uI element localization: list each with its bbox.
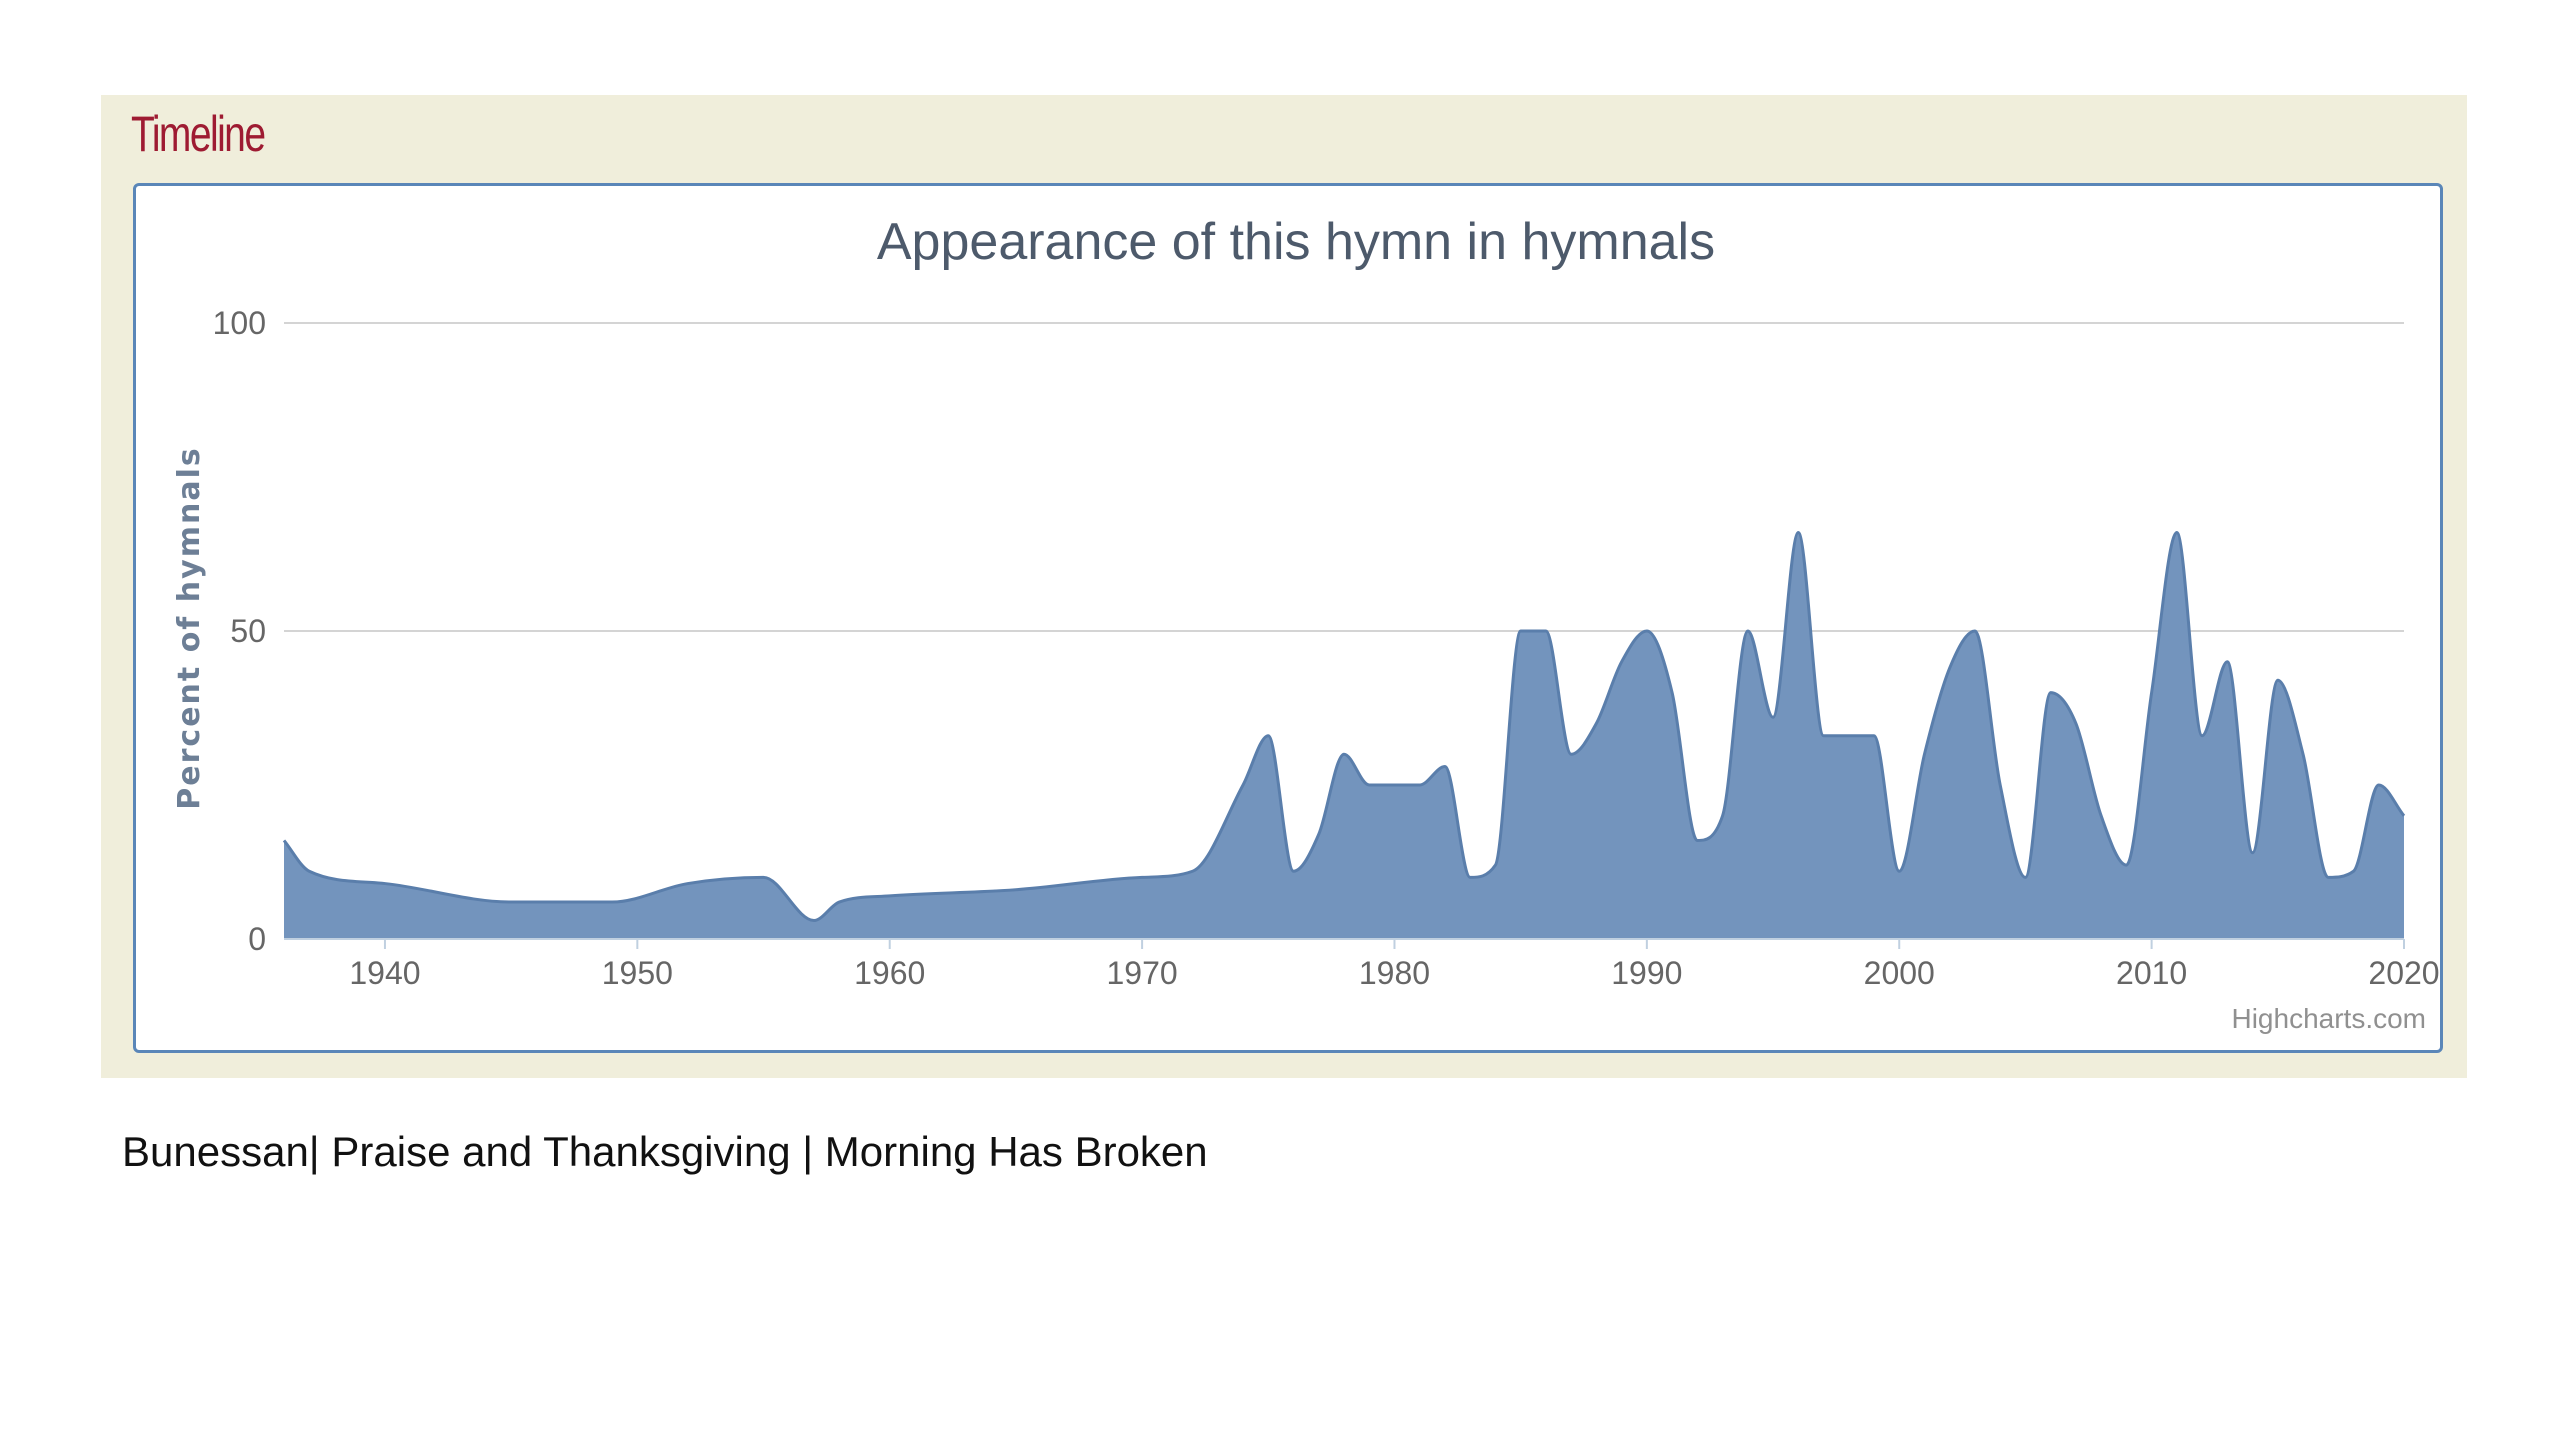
data-point[interactable]	[1489, 859, 1501, 871]
y-tick-label: 50	[230, 613, 266, 649]
data-point[interactable]	[2348, 865, 2360, 877]
timeline-panel: Timeline 0 50 100 1940 1950 1960 1970 1980 1990 2…	[101, 95, 2467, 1078]
data-point[interactable]	[1363, 779, 1375, 791]
data-point[interactable]	[2019, 871, 2031, 883]
data-point[interactable]	[1439, 761, 1451, 773]
data-point[interactable]	[606, 896, 618, 908]
data-point[interactable]	[1994, 779, 2006, 791]
data-point[interactable]	[2322, 871, 2334, 883]
y-tick-label: 0	[248, 921, 266, 957]
data-point[interactable]	[884, 890, 896, 902]
data-point[interactable]	[1792, 526, 1804, 538]
y-axis-title: Percent of hymnals	[172, 446, 207, 809]
x-tick-label: 1960	[854, 955, 925, 991]
data-point[interactable]	[2373, 779, 2385, 791]
data-point[interactable]	[2297, 748, 2309, 760]
data-point[interactable]	[682, 878, 694, 890]
data-point[interactable]	[1641, 625, 1653, 637]
data-point[interactable]	[1868, 730, 1880, 742]
data-point[interactable]	[1187, 865, 1199, 877]
series-area[interactable]	[284, 532, 2404, 939]
data-point[interactable]	[2247, 847, 2259, 859]
data-point[interactable]	[1515, 625, 1527, 637]
x-tick-label: 2000	[1864, 955, 1935, 991]
caption: Bunessan| Praise and Thanksgiving | Morn…	[122, 1128, 1208, 1175]
data-point[interactable]	[2272, 674, 2284, 686]
data-point[interactable]	[1893, 865, 1905, 877]
data-point[interactable]	[505, 896, 517, 908]
data-point[interactable]	[1388, 779, 1400, 791]
data-point[interactable]	[1464, 871, 1476, 883]
data-point[interactable]	[1262, 730, 1274, 742]
data-point[interactable]	[1742, 625, 1754, 637]
data-point[interactable]	[1944, 662, 1956, 674]
data-point[interactable]	[2070, 717, 2082, 729]
data-point[interactable]	[1540, 625, 1552, 637]
data-point[interactable]	[1843, 730, 1855, 742]
series-line	[282, 530, 2406, 923]
data-point[interactable]	[2171, 526, 2183, 538]
data-point[interactable]	[1666, 687, 1678, 699]
data-point[interactable]	[1767, 711, 1779, 723]
data-point[interactable]	[1288, 865, 1300, 877]
data-point[interactable]	[2398, 810, 2410, 822]
data-point[interactable]	[2045, 687, 2057, 699]
data-point[interactable]	[1237, 779, 1249, 791]
data-point[interactable]	[2120, 859, 2132, 871]
data-point[interactable]	[303, 865, 315, 877]
data-point[interactable]	[2146, 687, 2158, 699]
data-point[interactable]	[1136, 871, 1148, 883]
data-point[interactable]	[1565, 748, 1577, 760]
data-point[interactable]	[1590, 717, 1602, 729]
x-tick-label: 1940	[349, 955, 420, 991]
credits-link[interactable]: Highcharts.com	[2231, 1003, 2426, 1034]
data-point[interactable]	[1010, 884, 1022, 896]
x-tick-label: 1950	[602, 955, 673, 991]
data-point[interactable]	[1313, 828, 1325, 840]
data-point[interactable]	[1414, 779, 1426, 791]
chart-title: Appearance of this hymn in hymnals	[877, 213, 1715, 271]
data-point[interactable]	[278, 834, 290, 846]
section-title: Timeline	[131, 106, 266, 162]
data-point[interactable]	[1918, 748, 1930, 760]
x-tick-label: 2020	[2368, 955, 2439, 991]
x-tick-label: 1990	[1611, 955, 1682, 991]
data-point[interactable]	[833, 896, 845, 908]
data-point[interactable]	[1818, 730, 1830, 742]
data-point[interactable]	[1616, 656, 1628, 668]
data-point[interactable]	[2196, 730, 2208, 742]
data-point[interactable]	[1717, 810, 1729, 822]
data-point[interactable]	[2095, 810, 2107, 822]
data-point[interactable]	[1969, 625, 1981, 637]
chart-container: 0 50 100 1940 1950 1960 1970 1980 1990 2000 2010 20…	[133, 183, 2443, 1053]
data-point[interactable]	[1691, 834, 1703, 846]
data-point[interactable]	[1338, 748, 1350, 760]
x-tick-label: 1980	[1359, 955, 1430, 991]
data-point[interactable]	[808, 915, 820, 927]
data-point[interactable]	[758, 871, 770, 883]
y-tick-label: 100	[213, 305, 266, 341]
data-point[interactable]	[2221, 656, 2233, 668]
data-point[interactable]	[379, 878, 391, 890]
area-chart: 0 50 100 1940 1950 1960 1970 1980 1990 2000 2010 20…	[172, 213, 2440, 1034]
x-tick-label: 1970	[1107, 955, 1178, 991]
x-tick-label: 2010	[2116, 955, 2187, 991]
